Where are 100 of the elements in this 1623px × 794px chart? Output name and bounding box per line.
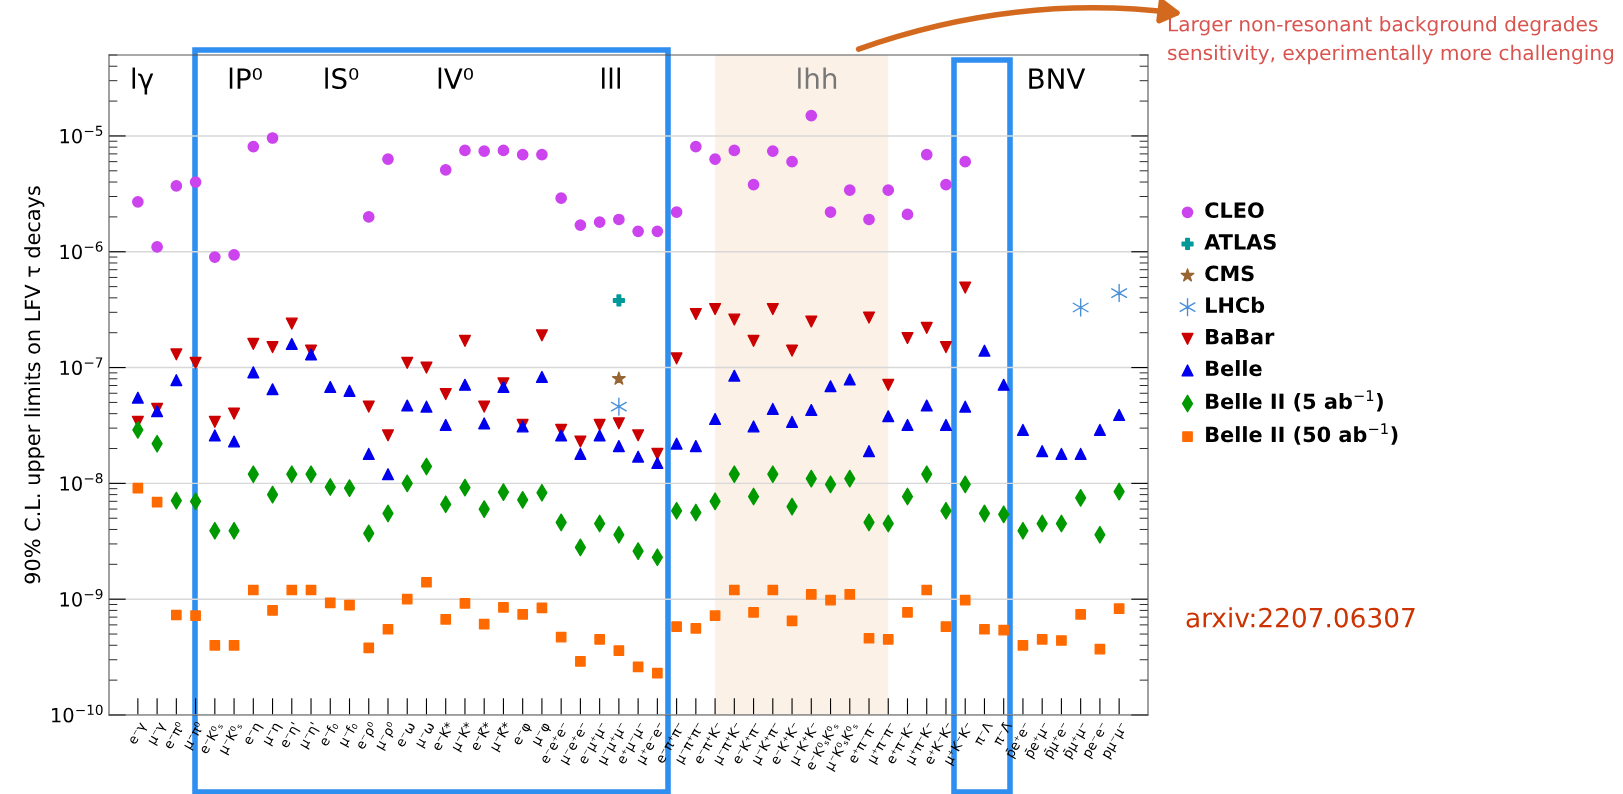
point [959,400,972,413]
point [690,622,702,634]
point [1094,643,1106,655]
point [574,447,587,460]
point [574,435,587,448]
point [805,315,818,328]
point [728,369,741,382]
point [189,356,202,369]
point [785,415,799,428]
point [381,429,395,442]
point [882,184,895,197]
point [132,195,144,208]
point [651,225,664,238]
annotation: lP⁰ [229,67,262,89]
point [247,584,259,596]
point [632,429,645,442]
point [824,206,837,218]
point [362,400,375,413]
point [862,311,876,324]
point [632,225,644,238]
point [863,632,875,644]
point [593,429,606,442]
point [921,584,933,596]
point [266,383,279,396]
point [208,251,221,263]
point [901,331,914,345]
point [824,380,837,393]
legend-label: Belle II (5 ab$^{−1}$) [1206,390,1383,412]
point [748,606,759,618]
point [439,163,452,176]
annotation: BNV [1029,68,1086,89]
point [420,361,433,374]
point [594,633,605,645]
point [670,206,683,218]
point [1111,283,1128,303]
point [1036,445,1049,458]
point [786,155,798,168]
x-tick-label: π⁻Λ [973,720,994,747]
point [574,219,587,231]
point [709,153,721,166]
point [709,302,722,316]
annotation: lγ [132,67,154,95]
point [266,341,279,354]
legend-label: Belle [1206,360,1262,377]
point [728,584,740,596]
point [998,624,1010,636]
point [632,450,645,463]
point [843,184,856,197]
y-tick-label: 10$^{−6}$ [60,241,103,260]
point [286,584,298,596]
legend-label: CLEO [1205,202,1264,219]
point [247,140,260,153]
point [420,400,433,413]
point [498,602,509,613]
point [689,307,702,321]
point [1016,423,1030,436]
annotation: lV⁰ [438,67,473,89]
point [208,429,221,442]
x-tick-label: e⁻η [244,722,264,747]
point [611,371,626,385]
point [901,208,914,221]
point [535,370,548,384]
point [652,667,663,679]
point [266,132,279,144]
point [478,618,490,630]
point [1113,408,1126,422]
point [1075,608,1087,620]
point [458,378,472,391]
point [901,418,914,431]
point [670,437,683,450]
point [401,593,413,605]
point [285,317,298,330]
point [324,597,336,609]
point [440,613,452,625]
point [843,373,856,386]
point [151,241,163,253]
legend-label: BaBar [1206,329,1275,345]
point [805,109,818,122]
point [785,344,799,357]
point [247,366,260,379]
point [497,144,510,157]
y-tick-label: 10$^{−8}$ [60,473,103,491]
point [1113,603,1125,614]
point [882,410,895,423]
text: Larger non-resonant background degrades sensitivity, experimentally more challenging [1168,16,1614,65]
point [208,415,221,428]
point [593,418,606,431]
y-axis-title: 90% C.L. upper limits on LFV τ decays [24,186,45,584]
point [862,445,876,458]
point [382,623,394,635]
legend-label: ATLAS [1204,233,1276,250]
point [575,656,586,667]
point [555,631,567,643]
point [382,153,394,166]
point [362,211,375,223]
annotation: lll [602,67,620,89]
point [516,148,529,161]
point [1056,635,1067,646]
point [997,378,1010,391]
point [920,321,933,334]
